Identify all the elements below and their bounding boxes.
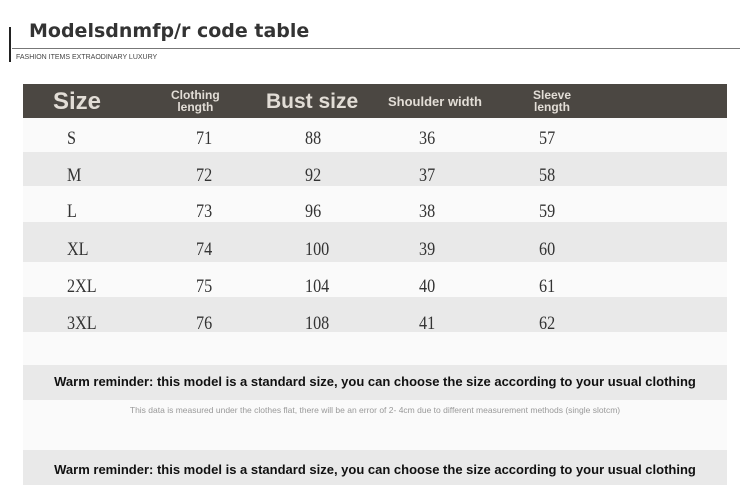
- cell-clothing-length: 75: [196, 276, 213, 297]
- cell-clothing-length: 74: [196, 239, 213, 260]
- spacer-row: [23, 332, 727, 365]
- cell-shoulder-width: 37: [419, 165, 436, 186]
- cell-shoulder-width: 36: [419, 128, 436, 149]
- cell-sleeve-length: 62: [539, 313, 556, 334]
- table-row: [23, 297, 727, 332]
- cell-shoulder-width: 39: [419, 239, 436, 260]
- cell-bust-size: 108: [305, 313, 330, 334]
- table-header: Size Clothing length Bust size Shoulder …: [23, 84, 727, 118]
- table-row: [23, 186, 727, 222]
- cell-size: L: [67, 201, 77, 222]
- table-row: [23, 222, 727, 262]
- cell-bust-size: 88: [305, 128, 322, 149]
- page-title: Modelsdnmfp/r code table: [29, 20, 310, 42]
- header-sleeve-length: Sleeve length: [533, 89, 571, 113]
- cell-size: 2XL: [67, 276, 97, 297]
- cell-shoulder-width: 40: [419, 276, 436, 297]
- cell-sleeve-length: 61: [539, 276, 556, 297]
- cell-clothing-length: 73: [196, 201, 213, 222]
- header-clothing-length: Clothing length: [171, 89, 220, 113]
- header-clothing-line1: Clothing: [171, 88, 220, 102]
- title-divider: [12, 48, 740, 49]
- cell-sleeve-length: 58: [539, 165, 556, 186]
- cell-clothing-length: 76: [196, 313, 213, 334]
- cell-bust-size: 104: [305, 276, 330, 297]
- cell-shoulder-width: 38: [419, 201, 436, 222]
- cell-size: XL: [67, 239, 89, 260]
- cell-clothing-length: 71: [196, 128, 213, 149]
- cell-sleeve-length: 59: [539, 201, 556, 222]
- cell-bust-size: 92: [305, 165, 322, 186]
- cell-size: M: [67, 165, 82, 186]
- cell-sleeve-length: 57: [539, 128, 556, 149]
- header-sleeve-line2: length: [534, 100, 571, 114]
- cell-bust-size: 96: [305, 201, 322, 222]
- cell-clothing-length: 72: [196, 165, 213, 186]
- table-row: [23, 262, 727, 297]
- reminder-band: [23, 450, 727, 485]
- cell-bust-size: 100: [305, 239, 330, 260]
- note-band: [23, 400, 727, 450]
- cell-shoulder-width: 41: [419, 313, 436, 334]
- cell-size: 3XL: [67, 313, 97, 334]
- warm-reminder-top: Warm reminder: this model is a standard …: [54, 374, 696, 389]
- warm-reminder-bottom: Warm reminder: this model is a standard …: [54, 462, 696, 477]
- table-row: [23, 152, 727, 186]
- cell-size: S: [67, 128, 76, 149]
- measurement-note: This data is measured under the clothes …: [129, 405, 621, 415]
- header-shoulder-width: Shoulder width: [388, 94, 482, 109]
- header-sleeve-line1: Sleeve: [533, 88, 572, 102]
- header-clothing-line2: length: [177, 100, 214, 114]
- cell-sleeve-length: 60: [539, 239, 556, 260]
- page-subtitle: FASHION ITEMS EXTRAODINARY LUXURY: [16, 54, 158, 61]
- header-size: Size: [53, 88, 102, 115]
- reminder-band: [23, 365, 727, 400]
- table-row: [23, 118, 727, 152]
- header-bust-size: Bust size: [266, 90, 359, 113]
- title-accent-bar: [9, 27, 11, 62]
